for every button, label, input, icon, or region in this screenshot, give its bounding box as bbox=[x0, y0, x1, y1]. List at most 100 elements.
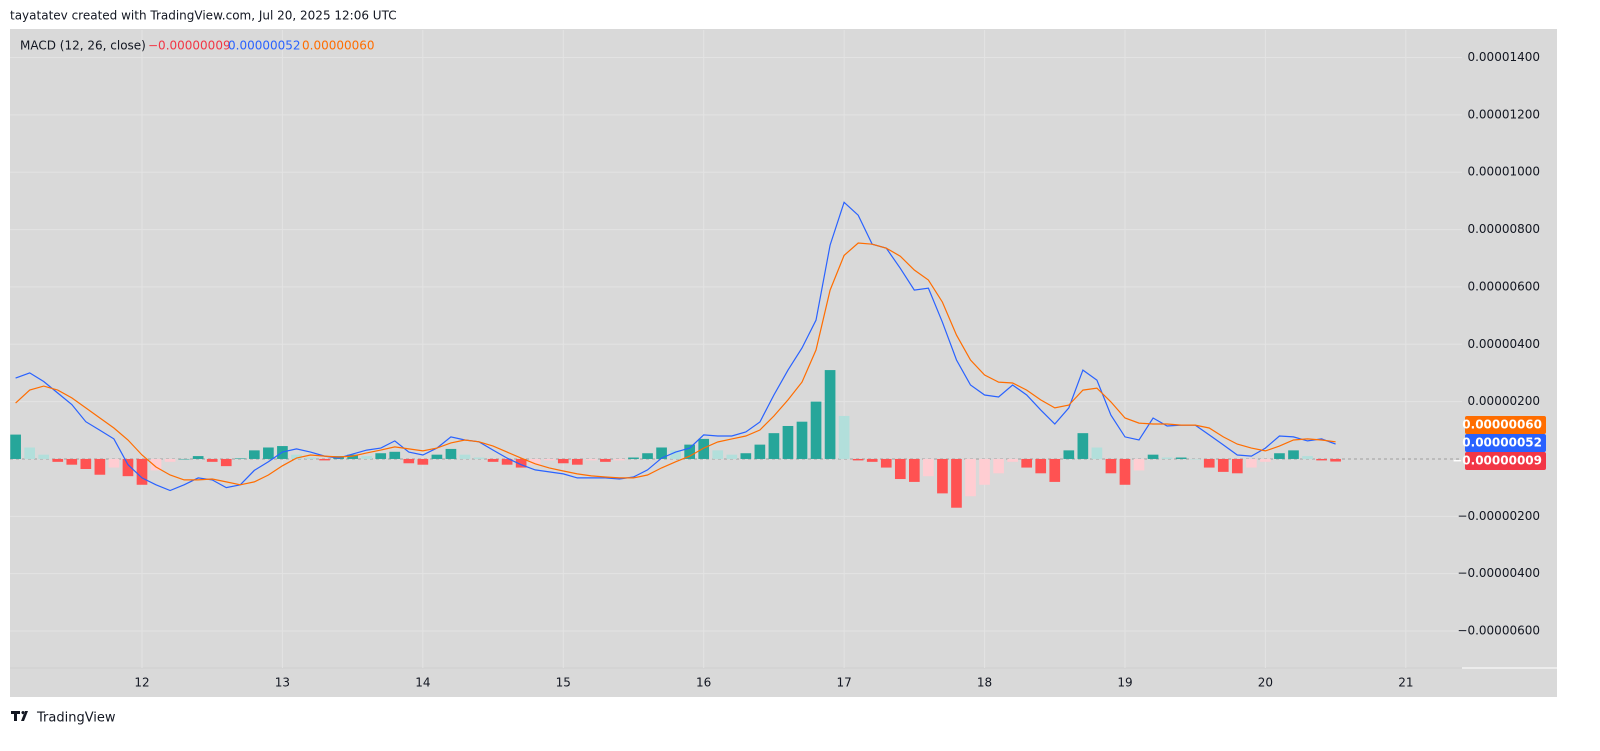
histogram-bar bbox=[136, 458, 148, 485]
histogram-bar bbox=[361, 456, 373, 459]
histogram-bar bbox=[979, 458, 990, 485]
y-tick-label: −0.00000400 bbox=[1457, 566, 1540, 580]
histogram-bar bbox=[1330, 458, 1341, 462]
x-tick-label: 20 bbox=[1258, 676, 1273, 690]
histogram-bar bbox=[754, 444, 766, 459]
histogram-bar bbox=[234, 458, 246, 459]
y-tick-label: 0.00000200 bbox=[1467, 394, 1540, 408]
histogram-bar bbox=[1189, 458, 1201, 460]
x-tick-label: 18 bbox=[977, 676, 992, 690]
y-tick-label: 0.00000800 bbox=[1467, 222, 1540, 236]
x-tick-label: 15 bbox=[556, 676, 571, 690]
histogram-bar bbox=[796, 421, 808, 459]
histogram-bar bbox=[1049, 458, 1061, 482]
histogram-bar bbox=[150, 458, 162, 471]
price-badge-label: −0.00000009 bbox=[1452, 454, 1542, 468]
plot bbox=[10, 201, 1341, 508]
histogram-bar bbox=[375, 453, 387, 459]
histogram-bar bbox=[529, 458, 541, 465]
histogram-bar bbox=[642, 453, 653, 459]
histogram-bar bbox=[291, 454, 302, 459]
footer-brand: TradingView bbox=[36, 711, 116, 726]
price-badge-label: 0.00000060 bbox=[1462, 418, 1542, 432]
histogram-bar bbox=[586, 458, 597, 461]
histogram-bar bbox=[389, 451, 401, 459]
histogram-bar bbox=[249, 450, 260, 459]
histogram-bar bbox=[1246, 458, 1257, 468]
histogram-bar bbox=[866, 458, 878, 462]
y-tick-label: −0.00000200 bbox=[1457, 509, 1540, 523]
histogram-bar bbox=[1260, 458, 1271, 462]
histogram-bar bbox=[108, 458, 120, 468]
histogram-bar bbox=[670, 450, 681, 459]
price-badge-label: 0.00000052 bbox=[1462, 436, 1542, 450]
histogram-bar bbox=[1161, 457, 1173, 459]
histogram-bar bbox=[501, 458, 513, 465]
histogram-bar bbox=[824, 370, 836, 459]
histogram-bar bbox=[10, 434, 21, 459]
histogram-bar bbox=[1288, 450, 1299, 459]
legend-value: −0.00000009 bbox=[148, 39, 231, 53]
histogram-bar bbox=[628, 457, 639, 459]
histogram-bar bbox=[431, 454, 443, 459]
y-tick-label: 0.00000600 bbox=[1467, 279, 1540, 293]
histogram-bar bbox=[220, 458, 232, 467]
histogram-bar bbox=[1119, 458, 1131, 485]
series-line bbox=[15, 201, 1336, 492]
histogram-bar bbox=[923, 458, 934, 477]
x-tick-label: 16 bbox=[696, 676, 711, 690]
legend-value: 0.00000052 bbox=[228, 39, 301, 53]
histogram-bar bbox=[684, 444, 695, 459]
histogram-bar bbox=[1302, 456, 1313, 459]
x-tick-label: 13 bbox=[275, 676, 290, 690]
histogram-bar bbox=[993, 458, 1004, 474]
chart-background bbox=[10, 29, 1557, 697]
price-badge bbox=[1465, 452, 1546, 470]
footer-logo bbox=[11, 711, 28, 721]
histogram-bar bbox=[1217, 458, 1229, 472]
histogram-bar bbox=[894, 458, 906, 480]
y-tick-label: 0.00000400 bbox=[1467, 337, 1540, 351]
histogram-bar bbox=[571, 458, 583, 465]
histogram-bar bbox=[66, 458, 78, 465]
histogram-bar bbox=[487, 458, 499, 462]
histogram-bar bbox=[1105, 458, 1117, 474]
legend-values: −0.00000009−0.000000090.000000520.000000… bbox=[148, 39, 1546, 470]
x-tick-label: 21 bbox=[1398, 676, 1413, 690]
histogram-bar bbox=[417, 458, 429, 465]
histogram-bar bbox=[1274, 453, 1285, 459]
histogram-bar bbox=[557, 458, 569, 464]
histogram-bar bbox=[543, 458, 555, 461]
histogram-bar bbox=[740, 453, 752, 459]
histogram-bar bbox=[726, 454, 738, 459]
legend-value: 0.00000060 bbox=[302, 39, 375, 53]
histogram-bar bbox=[656, 447, 667, 459]
histogram-bar bbox=[909, 458, 920, 482]
histogram-bar bbox=[810, 401, 822, 459]
y-tick-label: 0.00001200 bbox=[1467, 107, 1540, 121]
x-tick-label: 17 bbox=[836, 676, 851, 690]
histogram-bar bbox=[614, 458, 625, 461]
x-tick-label: 12 bbox=[134, 676, 149, 690]
histogram-bar bbox=[1091, 447, 1103, 459]
histogram-bar bbox=[263, 447, 274, 459]
histogram-bar bbox=[473, 457, 485, 459]
x-tick-label: 14 bbox=[415, 676, 430, 690]
histogram-bar bbox=[319, 458, 330, 461]
histogram-bar bbox=[1021, 458, 1033, 468]
histogram-bar bbox=[965, 458, 976, 497]
histogram-bar bbox=[1077, 433, 1089, 459]
histogram-bar bbox=[52, 458, 64, 462]
histogram-bar bbox=[1035, 458, 1047, 474]
histogram-bar bbox=[305, 457, 316, 459]
histogram-bar bbox=[459, 454, 471, 459]
attribution: tayatatev created with TradingView.com, … bbox=[10, 9, 397, 23]
histogram-bar bbox=[838, 415, 850, 459]
histogram-bar bbox=[768, 433, 780, 459]
histogram-bar bbox=[24, 447, 35, 459]
histogram-bar bbox=[80, 458, 92, 470]
histogram-bar bbox=[1175, 457, 1187, 459]
histogram-bar bbox=[347, 454, 358, 459]
y-tick-label: −0.00000600 bbox=[1457, 624, 1540, 638]
